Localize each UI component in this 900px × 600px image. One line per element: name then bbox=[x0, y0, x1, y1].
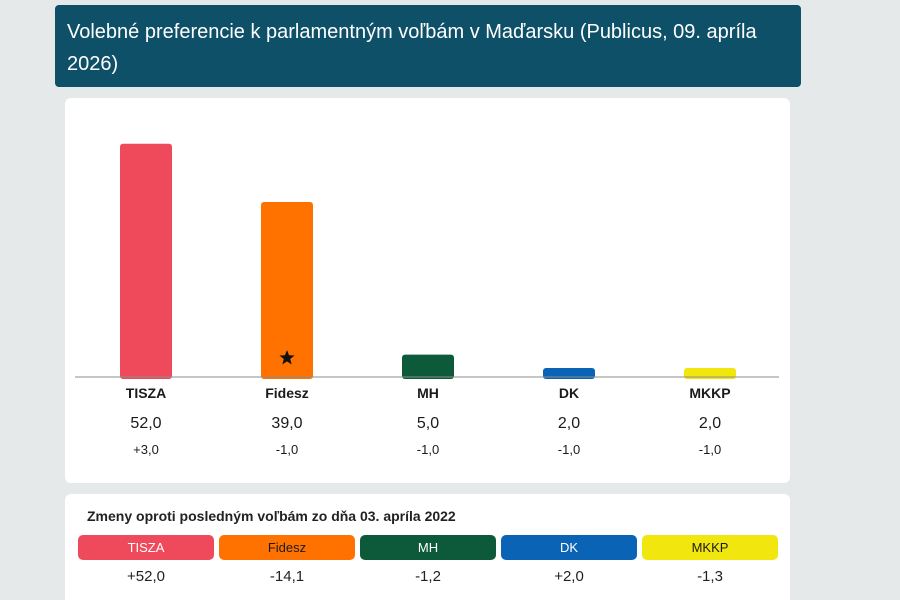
change-value: -1,3 bbox=[697, 568, 723, 585]
change-value: +2,0 bbox=[554, 568, 584, 585]
data-label-value: 5,0 bbox=[417, 415, 439, 432]
star-icon bbox=[279, 350, 295, 365]
changes-row: TISZA +52,0 Fidesz -14,1 MH -1,2 DK +2,0 MKKP -1,… bbox=[78, 535, 778, 595]
change-chip: MKKP bbox=[642, 535, 778, 560]
changes-title: Zmeny oproti posledným voľbám zo dňa 03.… bbox=[87, 508, 456, 524]
tick-label: MH bbox=[417, 385, 439, 401]
change-chip: Fidesz bbox=[219, 535, 355, 560]
data-label-value: 2,0 bbox=[699, 415, 721, 432]
data-label-value: 52,0 bbox=[130, 415, 161, 432]
changes-card: Zmeny oproti posledným voľbám zo dňa 03.… bbox=[65, 494, 790, 600]
change-item-dk: DK +2,0 bbox=[501, 535, 637, 595]
bar-mkkp bbox=[684, 368, 736, 379]
chart-card: TISZA 52,0 +3,0 Fidesz 39,0 -1,0 MH 5,0 -1,0 DK 2,… bbox=[65, 98, 790, 483]
data-label-change: -1,0 bbox=[558, 442, 580, 457]
change-item-tisza: TISZA +52,0 bbox=[78, 535, 214, 595]
change-chip: MH bbox=[360, 535, 496, 560]
chart-title: Volebné preferencie k parlamentným voľbá… bbox=[55, 5, 801, 87]
change-value: +52,0 bbox=[127, 568, 165, 585]
data-label-change: +3,0 bbox=[133, 442, 159, 457]
data-label-change: -1,0 bbox=[699, 442, 721, 457]
bar-chart: TISZA 52,0 +3,0 Fidesz 39,0 -1,0 MH 5,0 -1,0 DK 2,… bbox=[75, 143, 779, 457]
change-chip: DK bbox=[501, 535, 637, 560]
change-value: -14,1 bbox=[269, 568, 305, 585]
change-item-mkkp: MKKP -1,3 bbox=[642, 535, 778, 595]
bar-tisza bbox=[120, 143, 172, 379]
change-value: -1,2 bbox=[415, 568, 441, 585]
data-label-value: 2,0 bbox=[558, 415, 580, 432]
change-item-mh: MH -1,2 bbox=[360, 535, 496, 595]
data-label-change: -1,0 bbox=[417, 442, 439, 457]
tick-label: MKKP bbox=[689, 385, 730, 401]
tick-label: Fidesz bbox=[265, 385, 309, 401]
bar-dk bbox=[543, 368, 595, 379]
data-label-value: 39,0 bbox=[271, 415, 302, 432]
change-chip: TISZA bbox=[78, 535, 214, 560]
bar-mh bbox=[402, 354, 454, 379]
change-item-fidesz: Fidesz -14,1 bbox=[219, 535, 355, 595]
tick-label: DK bbox=[559, 385, 579, 401]
data-label-change: -1,0 bbox=[276, 442, 298, 457]
bar-fidesz bbox=[261, 202, 313, 379]
tick-label: TISZA bbox=[126, 385, 166, 401]
